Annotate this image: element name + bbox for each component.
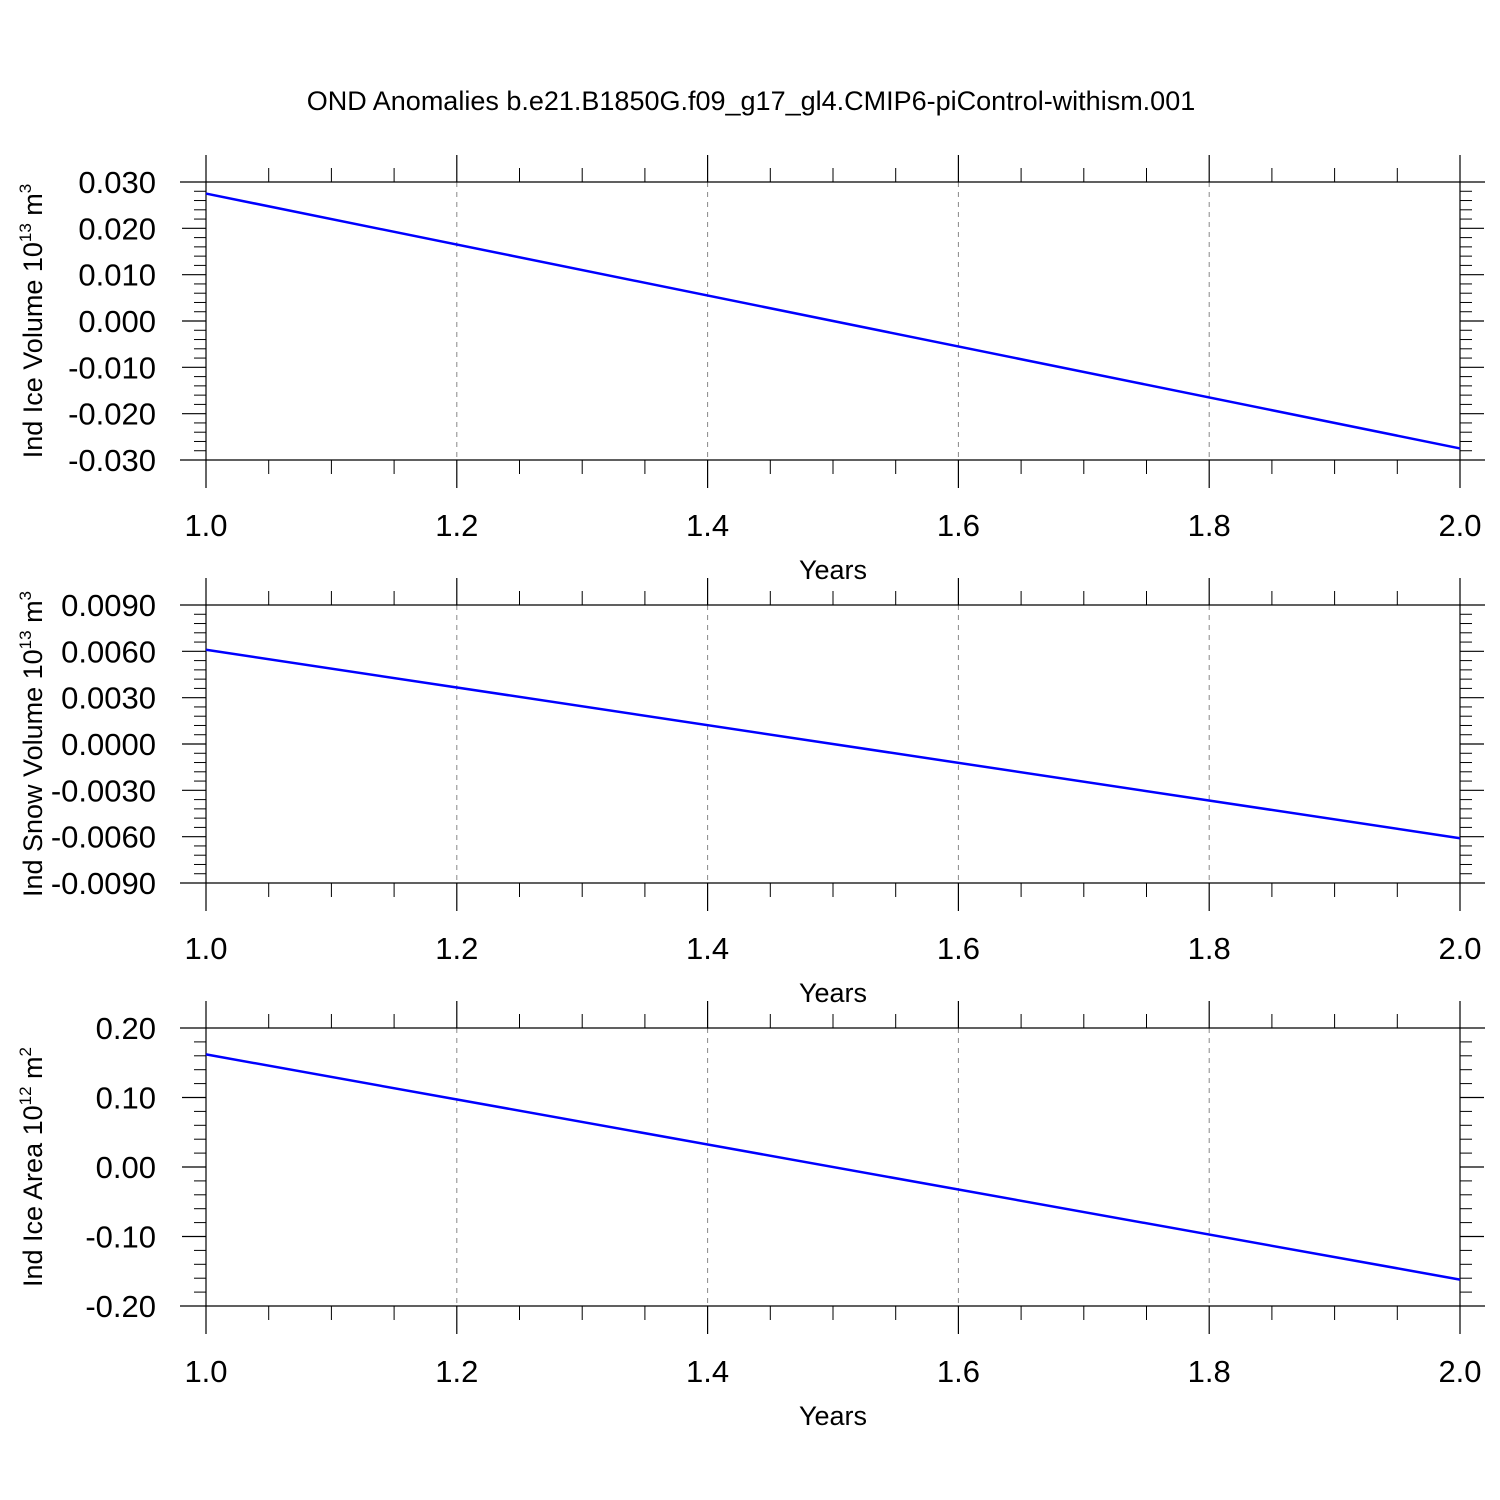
- x-tick-label: 1.0: [184, 931, 227, 966]
- y-tick-label: 0.10: [96, 1081, 156, 1116]
- y-axis-title-text: Ind Snow Volume 10: [18, 649, 48, 897]
- y-axis-title-exponent: 13: [16, 223, 35, 242]
- y-tick-label: -0.010: [68, 350, 156, 385]
- y-axis-title-unit-exponent: 2: [16, 1047, 35, 1056]
- data-line: [205, 1053, 1461, 1281]
- x-tick-label: 1.6: [937, 508, 980, 543]
- x-tick-label: 1.4: [686, 1354, 729, 1389]
- x-tick-label: 1.2: [435, 508, 478, 543]
- y-tick-label: -0.0030: [51, 773, 156, 808]
- x-axis-title: Years: [799, 555, 867, 585]
- y-axis-title: Ind Snow Volume 1013 m3: [16, 591, 48, 897]
- x-tick-label: 1.6: [937, 931, 980, 966]
- y-axis-title-unit-exponent: 3: [16, 184, 35, 193]
- y-tick-label: 0.0090: [61, 588, 156, 623]
- x-tick-label: 1.0: [184, 1354, 227, 1389]
- y-tick-label: -0.10: [85, 1220, 156, 1255]
- y-axis-title-unit: m: [18, 193, 48, 223]
- y-axis-title-exponent: 12: [16, 1086, 35, 1105]
- x-tick-label: 1.8: [1188, 508, 1231, 543]
- x-tick-label: 1.8: [1188, 1354, 1231, 1389]
- y-tick-label: 0.030: [78, 165, 156, 200]
- figure-title: OND Anomalies b.e21.B1850G.f09_g17_gl4.C…: [307, 86, 1195, 116]
- panel: 1.0 1.2 1.4 1.6 1.8 2.0 -0.20 -0.10 0.00 0.10 0.20…: [16, 1001, 1485, 1431]
- x-tick-label: 1.6: [937, 1354, 980, 1389]
- x-tick-label: 1.2: [435, 1354, 478, 1389]
- y-tick-label: 0.020: [78, 211, 156, 246]
- y-axis-title: Ind Ice Volume 1013 m3: [16, 184, 48, 459]
- y-tick-label: 0.010: [78, 258, 156, 293]
- y-axis-title-unit: m: [18, 600, 48, 630]
- y-axis-title-text: Ind Ice Area 10: [18, 1105, 48, 1287]
- x-tick-label: 2.0: [1438, 931, 1481, 966]
- y-axis-title-exponent: 13: [16, 630, 35, 649]
- y-axis-title-unit: m: [18, 1056, 48, 1086]
- y-tick-label: 0.000: [78, 304, 156, 339]
- y-tick-label: 0.0060: [61, 634, 156, 669]
- x-axis-title: Years: [799, 978, 867, 1008]
- y-tick-label: 0.0030: [61, 681, 156, 716]
- y-tick-label: -0.020: [68, 397, 156, 432]
- y-tick-label: 0.00: [96, 1150, 156, 1185]
- x-tick-label: 1.8: [1188, 931, 1231, 966]
- x-tick-label: 1.2: [435, 931, 478, 966]
- y-tick-label: -0.030: [68, 443, 156, 478]
- panel: 1.0 1.2 1.4 1.6 1.8 2.0 -0.030 -0.020 -0.010 0.00…: [16, 155, 1485, 585]
- x-tick-label: 2.0: [1438, 508, 1481, 543]
- y-tick-label: -0.0060: [51, 820, 156, 855]
- y-axis-title: Ind Ice Area 1012 m2: [16, 1047, 48, 1287]
- y-tick-label: -0.0090: [51, 866, 156, 901]
- y-axis-title-text: Ind Ice Volume 10: [18, 242, 48, 458]
- x-tick-label: 1.4: [686, 931, 729, 966]
- panel: 1.0 1.2 1.4 1.6 1.8 2.0 -0.0090 -0.0060 -0.0030 0…: [16, 578, 1485, 1008]
- y-tick-label: 0.20: [96, 1011, 156, 1046]
- y-axis-title-unit-exponent: 3: [16, 591, 35, 600]
- x-tick-label: 1.0: [184, 508, 227, 543]
- y-tick-label: -0.20: [85, 1289, 156, 1324]
- x-axis-title: Years: [799, 1401, 867, 1431]
- y-tick-label: 0.0000: [61, 727, 156, 762]
- x-tick-label: 2.0: [1438, 1354, 1481, 1389]
- data-line: [205, 648, 1461, 840]
- data-line: [205, 192, 1461, 450]
- x-tick-label: 1.4: [686, 508, 729, 543]
